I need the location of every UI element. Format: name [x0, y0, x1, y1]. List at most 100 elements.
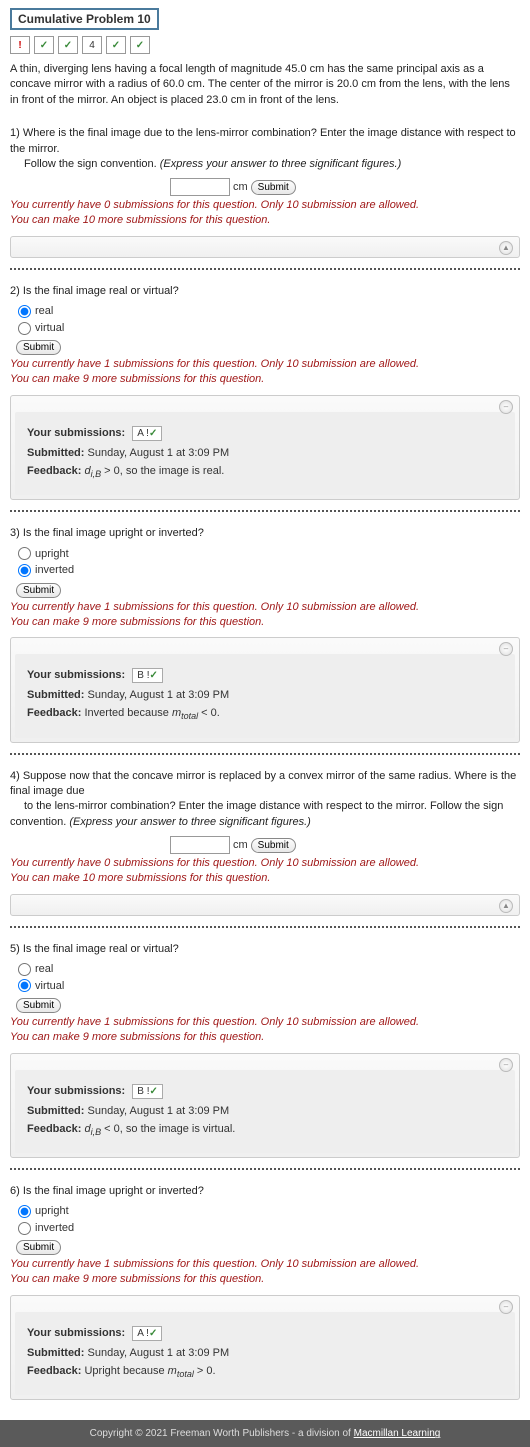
- divider: [10, 510, 520, 512]
- q6-prompt: 6) Is the final image upright or inverte…: [10, 1184, 520, 1199]
- divider: [10, 753, 520, 755]
- problem-title: Cumulative Problem 10: [10, 8, 159, 30]
- submitted-label: Submitted:: [27, 447, 84, 459]
- status-row: ! ✓ ✓ 4 ✓ ✓: [10, 36, 520, 54]
- footer-text: Copyright © 2021 Freeman Worth Publisher…: [90, 1428, 354, 1439]
- q2-option-virtual[interactable]: virtual: [18, 320, 520, 337]
- q5-option-virtual[interactable]: virtual: [18, 978, 520, 995]
- feedback-label: Feedback:: [27, 1123, 81, 1135]
- q5-radio-virtual[interactable]: [18, 979, 31, 992]
- footer: Copyright © 2021 Freeman Worth Publisher…: [0, 1420, 530, 1447]
- expand-icon[interactable]: ▲: [499, 899, 513, 913]
- submissions-label: Your submissions:: [27, 427, 125, 439]
- q2-status: You currently have 1 submissions for thi…: [10, 357, 520, 387]
- question-1: 1) Where is the final image due to the l…: [10, 126, 520, 258]
- q6-feedback-panel: – Your submissions: A !✓ Submitted: Sund…: [10, 1295, 520, 1400]
- q3-status: You currently have 1 submissions for thi…: [10, 600, 520, 630]
- submissions-label: Your submissions:: [27, 1085, 125, 1097]
- submitted-label: Submitted:: [27, 689, 84, 701]
- q5-submitted-time: Sunday, August 1 at 3:09 PM: [88, 1105, 230, 1117]
- q5-radio-real[interactable]: [18, 963, 31, 976]
- q2-radio-real[interactable]: [18, 305, 31, 318]
- q6-radio-inverted[interactable]: [18, 1222, 31, 1235]
- q3-option-inverted[interactable]: inverted: [18, 562, 520, 579]
- expand-icon[interactable]: ▲: [499, 241, 513, 255]
- submissions-label: Your submissions:: [27, 669, 125, 681]
- question-2: 2) Is the final image real or virtual? r…: [10, 284, 520, 500]
- q5-grade: B !✓: [132, 1084, 163, 1099]
- feedback-label: Feedback:: [27, 1365, 81, 1377]
- title-bar: Cumulative Problem 10: [10, 8, 520, 30]
- status-box-1[interactable]: !: [10, 36, 30, 54]
- q2-grade: A !✓: [132, 426, 162, 441]
- q2-prompt: 2) Is the final image real or virtual?: [10, 284, 520, 299]
- q3-submit-button[interactable]: Submit: [16, 583, 61, 598]
- status-box-2[interactable]: ✓: [34, 36, 54, 54]
- collapse-icon[interactable]: –: [499, 1058, 513, 1072]
- submitted-label: Submitted:: [27, 1105, 84, 1117]
- q3-feedback-panel: – Your submissions: B !✓ Submitted: Sund…: [10, 637, 520, 742]
- question-5: 5) Is the final image real or virtual? r…: [10, 942, 520, 1158]
- q6-feedback-text: Upright because mtotal > 0.: [84, 1365, 215, 1377]
- q6-submitted-time: Sunday, August 1 at 3:09 PM: [88, 1347, 230, 1359]
- divider: [10, 268, 520, 270]
- q6-option-inverted[interactable]: inverted: [18, 1220, 520, 1237]
- feedback-label: Feedback:: [27, 465, 81, 477]
- collapse-icon[interactable]: –: [499, 400, 513, 414]
- q5-feedback-text: di,B < 0, so the image is virtual.: [84, 1123, 235, 1135]
- q4-feedback-panel: ▲: [10, 894, 520, 916]
- q6-grade: A !✓: [132, 1326, 162, 1341]
- q1-answer-input[interactable]: [170, 178, 230, 196]
- q3-submitted-time: Sunday, August 1 at 3:09 PM: [88, 689, 230, 701]
- q3-feedback-text: Inverted because mtotal < 0.: [84, 707, 219, 719]
- q3-radio-upright[interactable]: [18, 547, 31, 560]
- question-3: 3) Is the final image upright or inverte…: [10, 526, 520, 742]
- submitted-label: Submitted:: [27, 1347, 84, 1359]
- divider: [10, 1168, 520, 1170]
- submissions-label: Your submissions:: [27, 1327, 125, 1339]
- q4-answer-input[interactable]: [170, 836, 230, 854]
- q3-grade: B !✓: [132, 668, 163, 683]
- q5-submit-button[interactable]: Submit: [16, 998, 61, 1013]
- q5-status: You currently have 1 submissions for thi…: [10, 1015, 520, 1045]
- unit-cm: cm: [233, 839, 248, 851]
- question-6: 6) Is the final image upright or inverte…: [10, 1184, 520, 1400]
- status-box-4[interactable]: 4: [82, 36, 102, 54]
- q2-submit-button[interactable]: Submit: [16, 340, 61, 355]
- status-box-5[interactable]: ✓: [106, 36, 126, 54]
- status-box-3[interactable]: ✓: [58, 36, 78, 54]
- q3-prompt: 3) Is the final image upright or inverte…: [10, 526, 520, 541]
- check-icon: ✓: [112, 40, 120, 51]
- q2-feedback-text: di,B > 0, so the image is real.: [84, 465, 224, 477]
- q1-status: You currently have 0 submissions for thi…: [10, 198, 520, 228]
- check-icon: ✓: [136, 40, 144, 51]
- q1-feedback-panel: ▲: [10, 236, 520, 258]
- q1-prompt: 1) Where is the final image due to the l…: [10, 126, 520, 172]
- q2-option-real[interactable]: real: [18, 303, 520, 320]
- q6-status: You currently have 1 submissions for thi…: [10, 1257, 520, 1287]
- q4-submit-button[interactable]: Submit: [251, 838, 296, 853]
- q3-radio-inverted[interactable]: [18, 564, 31, 577]
- unit-cm: cm: [233, 181, 248, 193]
- q5-prompt: 5) Is the final image real or virtual?: [10, 942, 520, 957]
- q2-radio-virtual[interactable]: [18, 322, 31, 335]
- status-box-6[interactable]: ✓: [130, 36, 150, 54]
- q1-submit-button[interactable]: Submit: [251, 180, 296, 195]
- footer-link[interactable]: Macmillan Learning: [354, 1428, 441, 1439]
- check-icon: ✓: [40, 40, 48, 51]
- problem-intro: A thin, diverging lens having a focal le…: [10, 62, 520, 108]
- q2-feedback-panel: – Your submissions: A !✓ Submitted: Sund…: [10, 395, 520, 500]
- q2-submitted-time: Sunday, August 1 at 3:09 PM: [88, 447, 230, 459]
- question-4: 4) Suppose now that the concave mirror i…: [10, 769, 520, 916]
- q4-prompt: 4) Suppose now that the concave mirror i…: [10, 769, 520, 831]
- divider: [10, 926, 520, 928]
- check-icon: ✓: [64, 40, 72, 51]
- feedback-label: Feedback:: [27, 707, 81, 719]
- q4-status: You currently have 0 submissions for thi…: [10, 856, 520, 886]
- q6-submit-button[interactable]: Submit: [16, 1240, 61, 1255]
- q6-option-upright[interactable]: upright: [18, 1203, 520, 1220]
- q3-option-upright[interactable]: upright: [18, 546, 520, 563]
- q6-radio-upright[interactable]: [18, 1205, 31, 1218]
- q5-option-real[interactable]: real: [18, 961, 520, 978]
- q5-feedback-panel: – Your submissions: B !✓ Submitted: Sund…: [10, 1053, 520, 1158]
